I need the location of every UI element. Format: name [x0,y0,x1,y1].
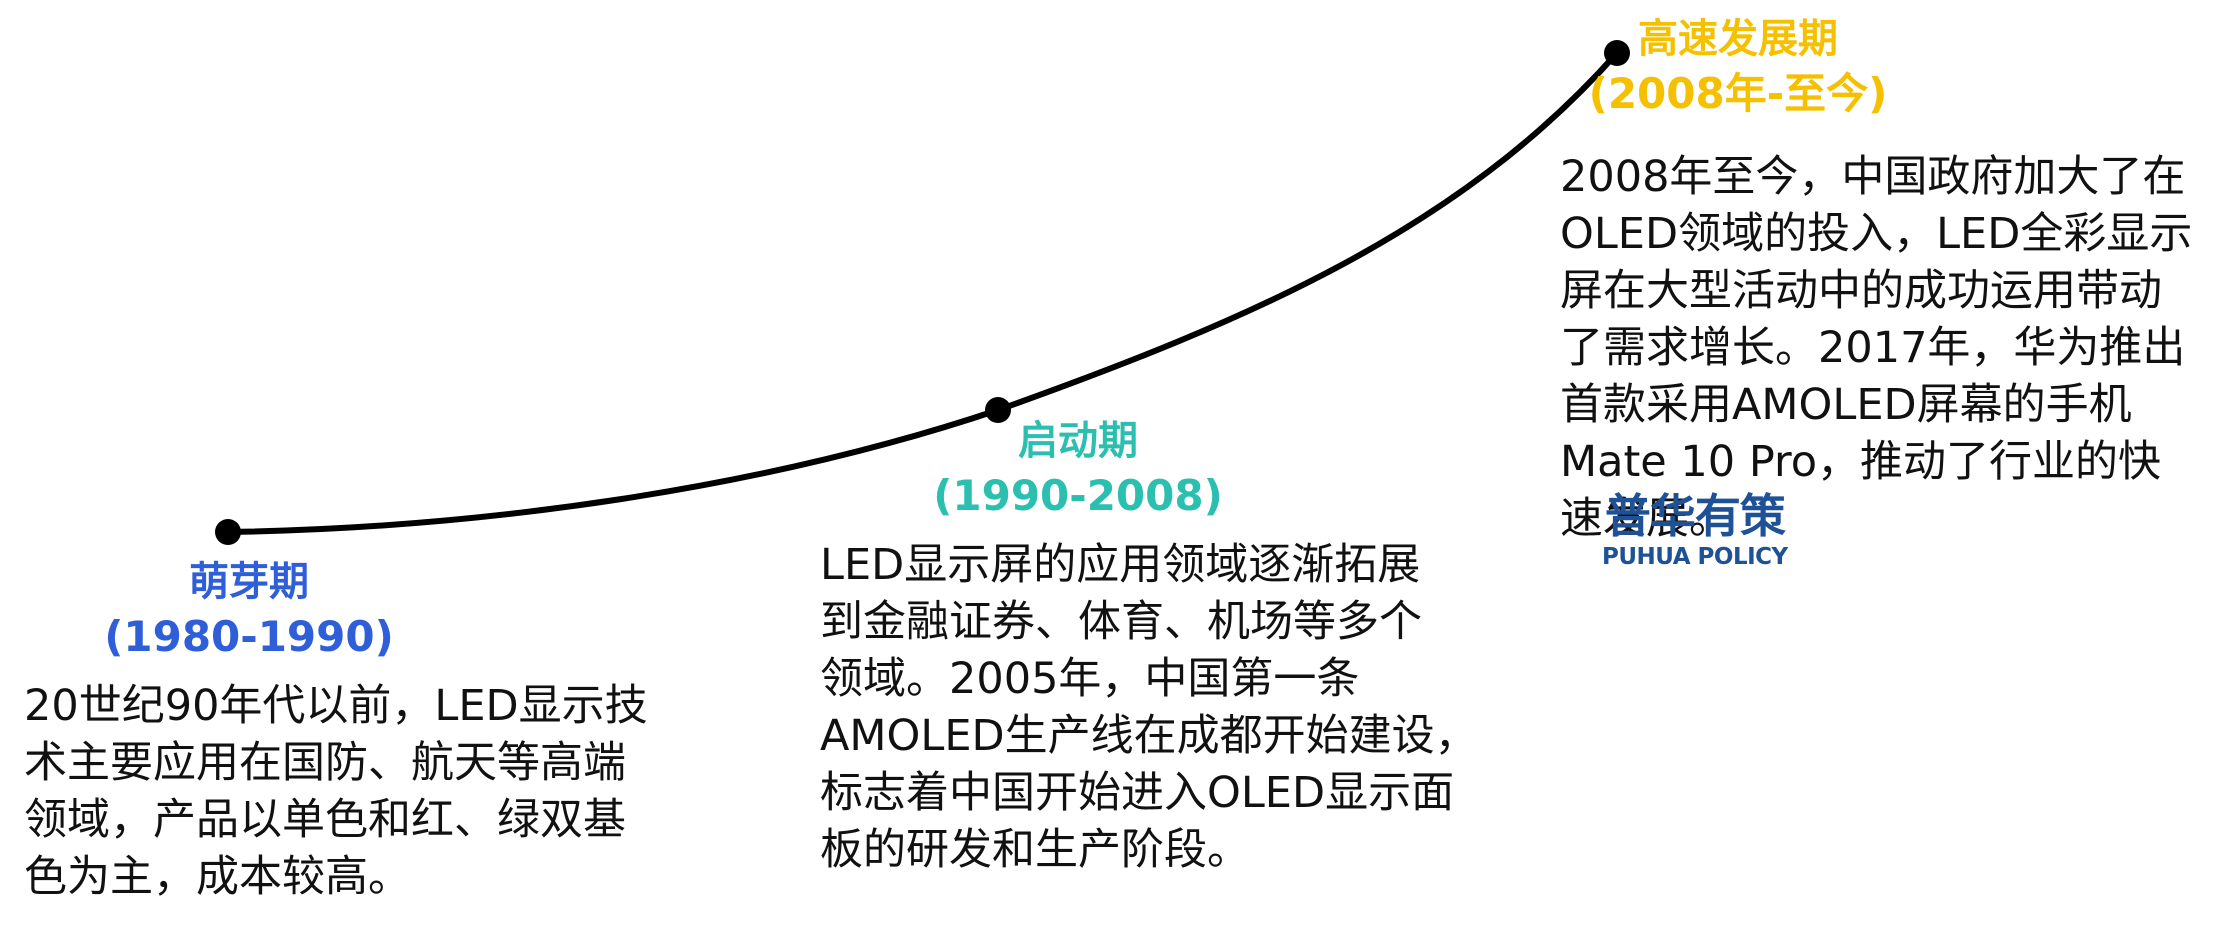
description-line: 20世纪90年代以前，LED显示技 [24,681,648,731]
description-line: 了需求增长。2017年，华为推出 [1560,323,2186,373]
milestone-dot-1 [215,519,241,545]
description-line: 板的研发和生产阶段。 [820,825,1250,875]
description-line: 2008年至今，中国政府加大了在 [1560,152,2186,202]
phase-2-years: (1990-2008) [933,471,1223,520]
description-line: OLED领域的投入，LED全彩显示 [1560,209,2193,259]
description-line: 领域，产品以单色和红、绿双基 [24,795,626,845]
phase-1-years: (1980-1990) [104,612,394,661]
growth-curve-line [225,50,1620,535]
watermark-cn: 普华有策 [1604,489,1786,543]
phase-2-title: 启动期 (1990-2008) [928,415,1228,525]
phase-3-years: (2008年-至今) [1588,69,1888,118]
watermark-logo: 普华有策 PUHUA POLICY [1602,488,1788,570]
description-line: 领域。2005年，中国第一条 [820,654,1360,704]
milestone-dot-3 [1604,40,1630,66]
description-line: 屏在大型活动中的成功运用带动 [1560,266,2162,316]
description-line: 术主要应用在国防、航天等高端 [24,738,626,788]
description-line: Mate 10 Pro，推动了行业的快 [1560,437,2162,487]
description-line: 速发展。 [1560,494,1732,544]
phase-3-title: 高速发展期 (2008年-至今) [1568,13,1908,123]
description-line: AMOLED生产线在成都开始建设， [820,711,1478,761]
phase-2-name: 启动期 [1018,418,1138,464]
milestone-dot-2 [985,397,1011,423]
phase-1-title: 萌芽期 (1980-1990) [99,556,399,666]
phase-3-description: 2008年至今，中国政府加大了在 OLED领域的投入，LED全彩显示 屏在大型活… [1560,149,2192,548]
description-line: 标志着中国开始进入OLED显示面 [820,768,1455,818]
description-line: 色为主，成本较高。 [24,852,411,902]
phase-1-description: 20世纪90年代以前，LED显示技 术主要应用在国防、航天等高端 领域，产品以单… [24,678,648,906]
description-line: LED显示屏的应用领域逐渐拓展 [820,540,1421,590]
description-line: 到金融证券、体育、机场等多个 [820,597,1422,647]
watermark-en: PUHUA POLICY [1602,544,1788,570]
phase-3-name: 高速发展期 [1638,16,1838,62]
description-line: 首款采用AMOLED屏幕的手机 [1560,380,2132,430]
phase-1-name: 萌芽期 [189,559,309,605]
phase-2-description: LED显示屏的应用领域逐渐拓展 到金融证券、体育、机场等多个 领域。2005年，… [820,537,1478,879]
